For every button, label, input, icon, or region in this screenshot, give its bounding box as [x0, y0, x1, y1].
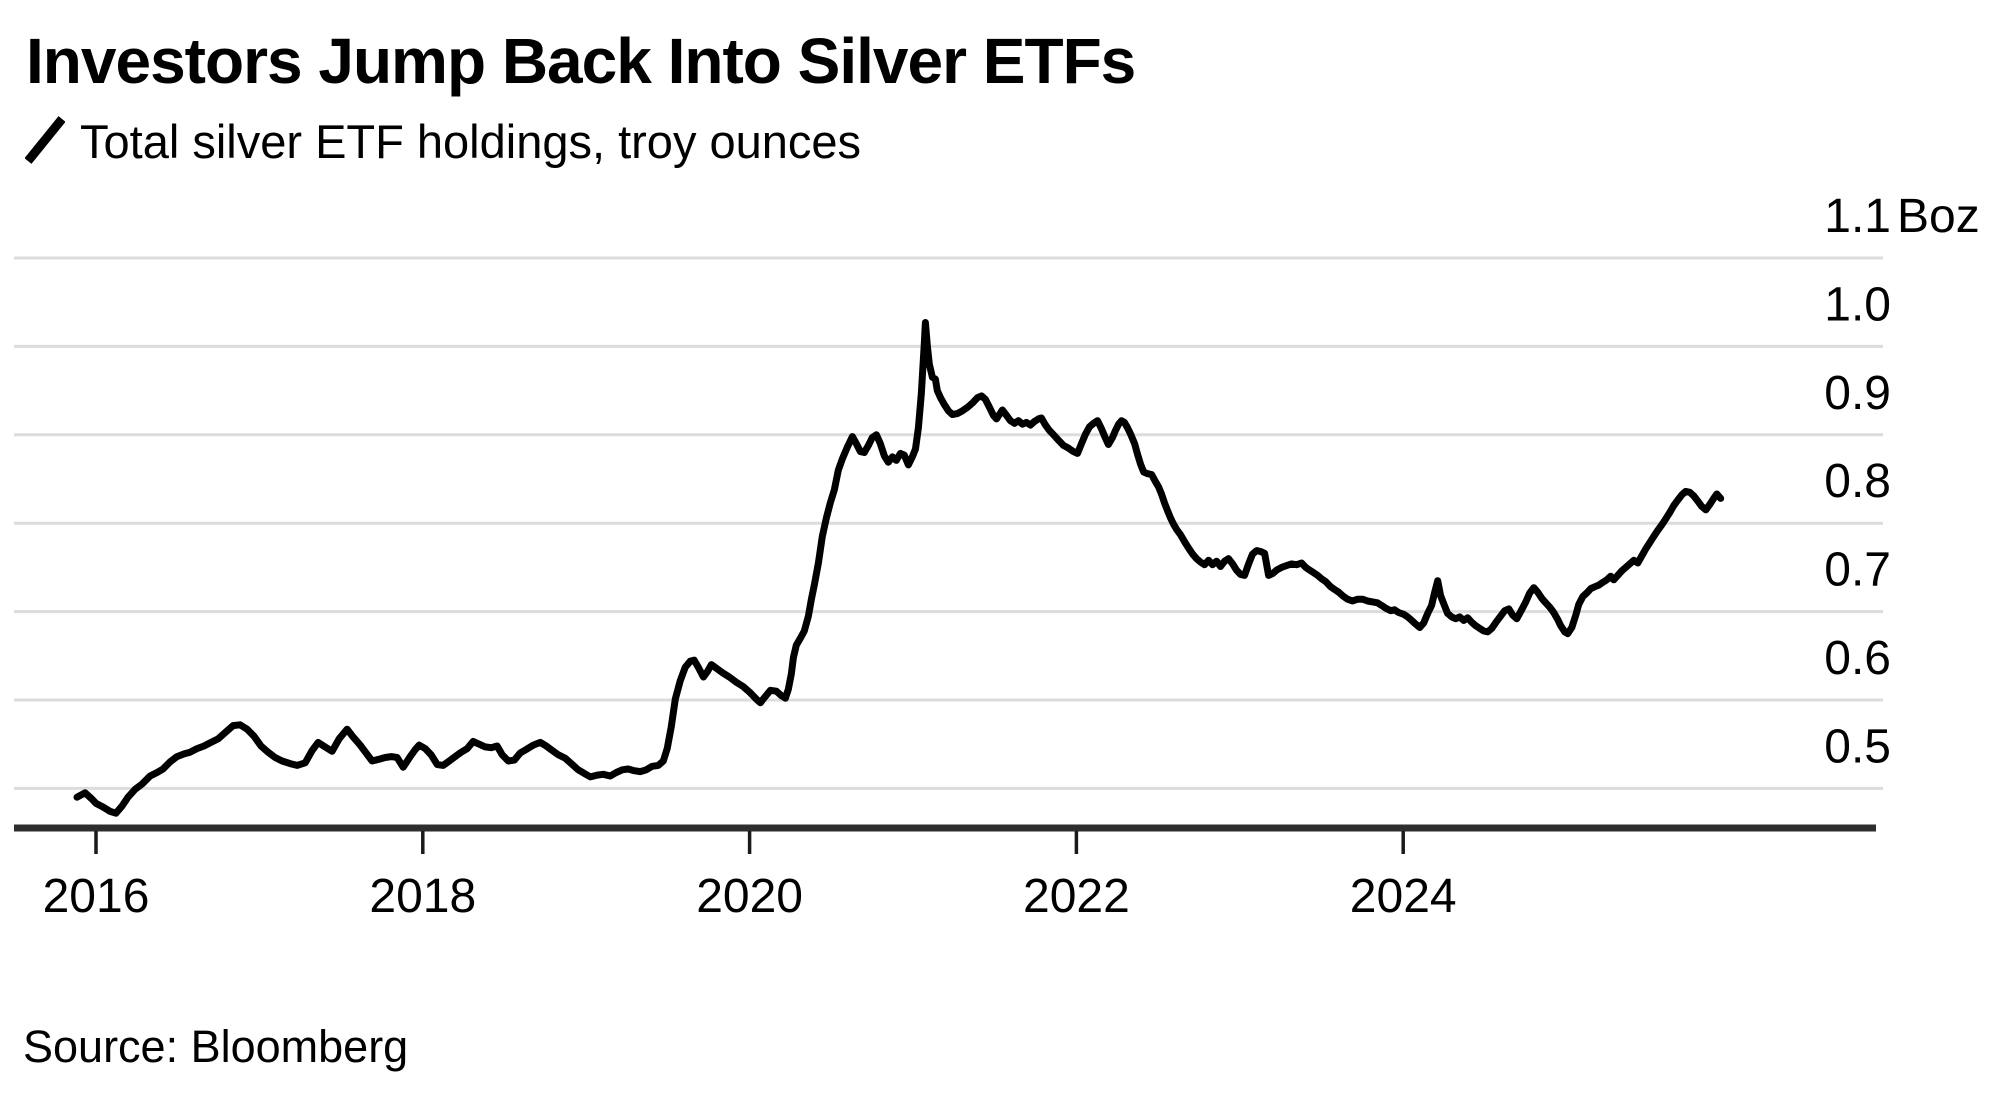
y-axis-tick-label: 0.7 — [1824, 544, 1891, 597]
y-axis-tick-label: 0.5 — [1824, 720, 1891, 773]
y-axis-tick-label: 0.6 — [1824, 632, 1891, 685]
x-axis-tick-label: 2022 — [1023, 870, 1130, 923]
series-line — [73, 319, 1725, 817]
y-axis-tick-label: 0.9 — [1824, 367, 1891, 420]
legend: Total silver ETF holdings, troy ounces — [24, 114, 862, 170]
x-axis-tick-label: 2020 — [696, 870, 803, 923]
x-axis-tick-label: 2024 — [1350, 870, 1457, 923]
y-axis-tick-label: 0.8 — [1824, 455, 1891, 508]
chart-title: Investors Jump Back Into Silver ETFs — [26, 25, 1136, 97]
y-axis-tick-label: 1.1 — [1824, 190, 1891, 243]
x-axis-tick-label: 2016 — [43, 870, 150, 923]
y-axis-unit-label: Boz — [1897, 190, 1980, 243]
line-series-icon — [24, 115, 66, 170]
source-attribution: Source: Bloomberg — [23, 1021, 409, 1072]
legend-label: Total silver ETF holdings, troy ounces — [80, 115, 862, 168]
x-axis-tick-label: 2018 — [369, 870, 476, 923]
y-axis-tick-label: 1.0 — [1824, 278, 1891, 331]
